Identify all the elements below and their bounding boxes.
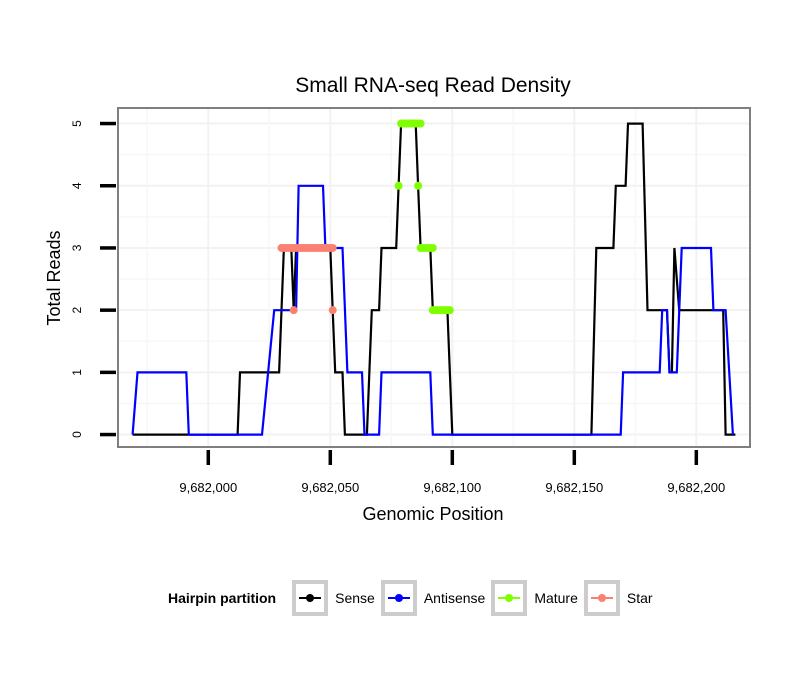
legend-item-mature: Mature	[491, 580, 578, 616]
y-tick-label: 1	[70, 369, 84, 376]
x-tick-label: 9,682,050	[301, 480, 359, 495]
data-point-star	[289, 306, 298, 315]
x-tick-label: 9,682,000	[179, 480, 237, 495]
y-tick-label: 0	[70, 431, 84, 438]
legend-label: Mature	[534, 590, 578, 606]
x-axis-label: Genomic Position	[362, 504, 503, 524]
legend-key-antisense	[380, 580, 417, 616]
legend-title: Hairpin partition	[168, 590, 277, 606]
data-point-star	[328, 243, 337, 252]
legend-key-mature	[491, 580, 528, 616]
plot-panel	[118, 108, 750, 447]
y-tick-label: 5	[70, 120, 84, 127]
legend-key-sense	[292, 580, 329, 616]
chart-title: Small RNA-seq Read Density	[295, 74, 571, 97]
legend-label: Sense	[335, 590, 375, 606]
data-point-mature	[416, 119, 425, 128]
x-tick-label: 9,682,200	[667, 480, 725, 495]
legend-item-star: Star	[583, 580, 653, 616]
series-layer	[131, 119, 736, 436]
y-axis-label: Total Reads	[44, 230, 64, 325]
x-tick-label: 9,682,150	[545, 480, 603, 495]
x-axis: 9,682,000 9,682,050 9,682,100 9,682,150 9,68…	[179, 450, 725, 495]
series-line-antisense	[131, 184, 734, 436]
legend-key-star	[583, 580, 620, 616]
y-tick-label: 4	[70, 182, 84, 189]
data-point-mature	[445, 306, 454, 315]
legend-label: Star	[626, 590, 653, 606]
y-axis: 0 1 2 3 4 5	[70, 120, 116, 438]
x-tick-label: 9,682,100	[423, 480, 481, 495]
y-tick-label: 2	[70, 306, 84, 313]
data-point-mature	[414, 181, 423, 190]
legend: Hairpin partition Sense Antisense Mature…	[168, 580, 659, 616]
data-point-star	[328, 306, 337, 315]
y-tick-label: 3	[70, 244, 84, 251]
plot-panel-border	[117, 107, 751, 448]
legend-item-sense: Sense	[292, 580, 375, 616]
data-point-mature	[394, 181, 403, 190]
legend-label: Antisense	[423, 590, 486, 606]
legend-item-antisense: Antisense	[380, 580, 486, 616]
data-point-mature	[428, 243, 437, 252]
